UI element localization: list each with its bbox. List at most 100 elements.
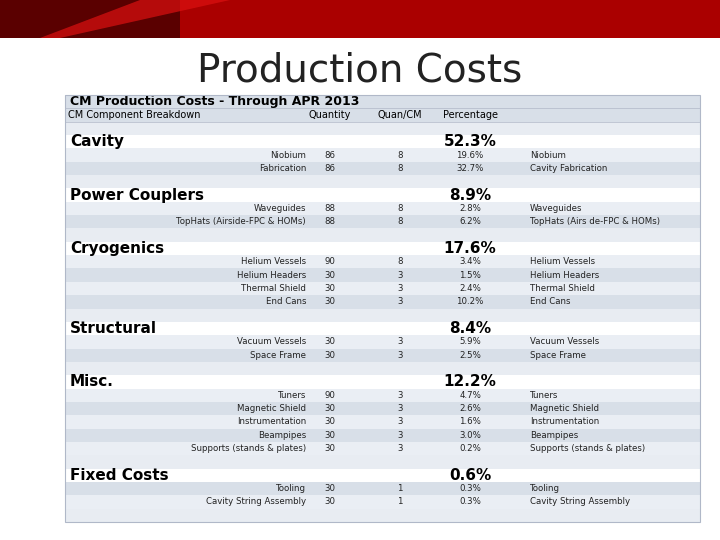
Text: TopHats (Airside-FPC & HOMs): TopHats (Airside-FPC & HOMs) xyxy=(176,217,306,226)
Bar xyxy=(65,389,700,402)
Text: Instrumentation: Instrumentation xyxy=(530,417,599,427)
Text: 30: 30 xyxy=(325,484,336,493)
Text: 3.0%: 3.0% xyxy=(459,431,481,440)
Text: 0.3%: 0.3% xyxy=(459,497,481,507)
Text: Vacuum Vessels: Vacuum Vessels xyxy=(530,338,599,346)
Bar xyxy=(65,282,700,295)
Text: Production Costs: Production Costs xyxy=(197,51,523,89)
Text: Cryogenics: Cryogenics xyxy=(70,241,164,256)
Bar xyxy=(65,348,700,362)
Text: 8: 8 xyxy=(397,151,402,159)
Text: Niobium: Niobium xyxy=(270,151,306,159)
Text: 12.2%: 12.2% xyxy=(444,374,496,389)
Text: 3: 3 xyxy=(397,391,402,400)
Text: Tooling: Tooling xyxy=(530,484,560,493)
Bar xyxy=(65,469,700,482)
Text: Percentage: Percentage xyxy=(443,110,498,120)
Text: Supports (stands & plates): Supports (stands & plates) xyxy=(530,444,645,453)
Text: 17.6%: 17.6% xyxy=(444,241,496,256)
Text: Cavity: Cavity xyxy=(70,134,124,149)
Text: 30: 30 xyxy=(325,417,336,427)
Text: 2.4%: 2.4% xyxy=(459,284,481,293)
Bar xyxy=(65,362,700,375)
Text: 8: 8 xyxy=(397,204,402,213)
Text: Beampipes: Beampipes xyxy=(258,431,306,440)
Text: 30: 30 xyxy=(325,444,336,453)
Bar xyxy=(65,509,700,522)
Text: Helium Vessels: Helium Vessels xyxy=(530,257,595,266)
Text: Thermal Shield: Thermal Shield xyxy=(530,284,595,293)
Bar xyxy=(65,188,700,202)
Text: 30: 30 xyxy=(325,350,336,360)
Text: Fixed Costs: Fixed Costs xyxy=(70,468,168,483)
Bar xyxy=(0,0,720,38)
Text: Beampipes: Beampipes xyxy=(530,431,578,440)
Text: 3: 3 xyxy=(397,338,402,346)
Text: 1.5%: 1.5% xyxy=(459,271,481,280)
Text: Thermal Shield: Thermal Shield xyxy=(241,284,306,293)
Bar xyxy=(65,415,700,429)
Text: 3: 3 xyxy=(397,404,402,413)
Bar xyxy=(65,495,700,509)
Text: 3.4%: 3.4% xyxy=(459,257,481,266)
Text: Waveguides: Waveguides xyxy=(253,204,306,213)
Text: 6.2%: 6.2% xyxy=(459,217,481,226)
Text: Helium Headers: Helium Headers xyxy=(530,271,599,280)
Bar xyxy=(65,429,700,442)
Text: 30: 30 xyxy=(325,284,336,293)
Bar xyxy=(65,161,700,175)
Bar xyxy=(180,0,720,38)
Text: 52.3%: 52.3% xyxy=(444,134,496,149)
Text: 8: 8 xyxy=(397,257,402,266)
Text: 5.9%: 5.9% xyxy=(459,338,481,346)
Text: 90: 90 xyxy=(325,391,336,400)
Bar xyxy=(65,455,700,469)
Text: 1: 1 xyxy=(397,484,402,493)
Text: 8.4%: 8.4% xyxy=(449,321,491,336)
Text: End Cans: End Cans xyxy=(530,298,570,306)
Text: 30: 30 xyxy=(325,404,336,413)
Text: Tuners: Tuners xyxy=(278,391,306,400)
Bar xyxy=(65,122,700,135)
Text: Power Couplers: Power Couplers xyxy=(70,187,204,202)
Bar xyxy=(65,95,700,522)
Text: Niobium: Niobium xyxy=(530,151,566,159)
Bar xyxy=(65,109,700,122)
Polygon shape xyxy=(40,0,230,38)
Text: 86: 86 xyxy=(325,164,336,173)
Text: 8: 8 xyxy=(397,217,402,226)
Text: 1.6%: 1.6% xyxy=(459,417,481,427)
Bar xyxy=(65,308,700,322)
Text: Fabrication: Fabrication xyxy=(258,164,306,173)
Text: 30: 30 xyxy=(325,271,336,280)
Bar xyxy=(65,255,700,268)
Text: 30: 30 xyxy=(325,338,336,346)
Text: Vacuum Vessels: Vacuum Vessels xyxy=(237,338,306,346)
Text: Tuners: Tuners xyxy=(530,391,559,400)
Text: 1: 1 xyxy=(397,497,402,507)
Text: 3: 3 xyxy=(397,284,402,293)
Text: 3: 3 xyxy=(397,417,402,427)
Text: Cavity String Assembly: Cavity String Assembly xyxy=(530,497,630,507)
Bar xyxy=(65,228,700,242)
Text: Magnetic Shield: Magnetic Shield xyxy=(530,404,599,413)
Text: CM Component Breakdown: CM Component Breakdown xyxy=(68,110,200,120)
Text: Space Frame: Space Frame xyxy=(530,350,586,360)
Text: Space Frame: Space Frame xyxy=(250,350,306,360)
Text: 2.5%: 2.5% xyxy=(459,350,481,360)
Text: 4.7%: 4.7% xyxy=(459,391,481,400)
Bar xyxy=(65,215,700,228)
Text: 90: 90 xyxy=(325,257,336,266)
Text: 3: 3 xyxy=(397,350,402,360)
Bar xyxy=(65,202,700,215)
Text: 3: 3 xyxy=(397,298,402,306)
Text: 88: 88 xyxy=(325,217,336,226)
Bar xyxy=(65,442,700,455)
Text: 30: 30 xyxy=(325,431,336,440)
Text: Cavity String Assembly: Cavity String Assembly xyxy=(206,497,306,507)
Bar xyxy=(65,482,700,495)
Text: 2.6%: 2.6% xyxy=(459,404,481,413)
Text: Structural: Structural xyxy=(70,321,157,336)
Text: Quantity: Quantity xyxy=(309,110,351,120)
Text: Magnetic Shield: Magnetic Shield xyxy=(237,404,306,413)
